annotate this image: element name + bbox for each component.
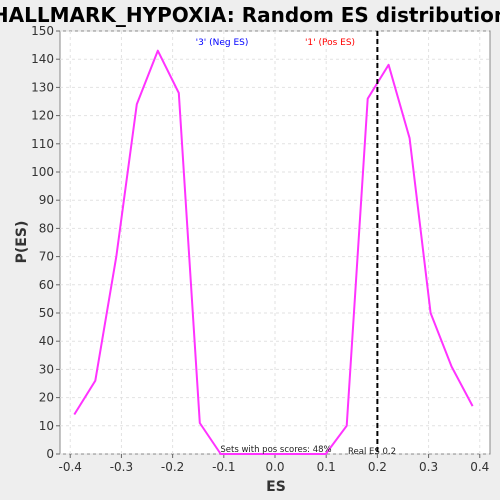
es-distribution-line xyxy=(73,49,474,455)
neg-es-label: '3' (Neg ES) xyxy=(196,38,249,48)
y-tick-label: 90 xyxy=(39,193,54,207)
x-tick-label: 0.4 xyxy=(470,460,489,474)
x-tick-label: -0.2 xyxy=(161,460,184,474)
x-tick-label: -0.3 xyxy=(110,460,133,474)
y-tick-label: 150 xyxy=(31,24,54,38)
y-tick-label: 110 xyxy=(31,137,54,151)
y-axis-label: P(ES) xyxy=(14,221,30,264)
y-tick-label: 80 xyxy=(39,221,54,235)
y-tick-label: 140 xyxy=(31,52,54,66)
y-tick-label: 10 xyxy=(39,419,54,433)
x-tick-label: 0.0 xyxy=(265,460,284,474)
x-tick-label: 0.1 xyxy=(317,460,336,474)
pos-scores-annotation: Sets with pos scores: 48% xyxy=(220,445,331,455)
x-tick-label: 0.2 xyxy=(368,460,387,474)
x-axis-label: ES xyxy=(266,479,286,495)
y-tick-label: 50 xyxy=(39,306,54,320)
y-tick-label: 100 xyxy=(31,165,54,179)
x-tick-label: 0.3 xyxy=(419,460,438,474)
y-tick-label: 130 xyxy=(31,80,54,94)
y-tick-label: 70 xyxy=(39,250,54,264)
x-tick-label: -0.1 xyxy=(212,460,235,474)
y-tick-label: 60 xyxy=(39,278,54,292)
y-tick-label: 20 xyxy=(39,391,54,405)
pos-es-label: '1' (Pos ES) xyxy=(305,38,355,48)
annotations: '3' (Neg ES) '1' (Pos ES) Sets with pos … xyxy=(196,38,396,457)
chart-title: HALLMARK_HYPOXIA: Random ES distribution xyxy=(0,3,500,27)
y-tick-label: 120 xyxy=(31,109,54,123)
y-tick-label: 0 xyxy=(46,447,54,461)
series-layer xyxy=(73,31,474,455)
real-es-annotation: Real ES 0.2 xyxy=(348,447,396,457)
y-tick-label: 30 xyxy=(39,362,54,376)
y-tick-label: 40 xyxy=(39,334,54,348)
x-tick-label: -0.4 xyxy=(59,460,82,474)
axes: -0.4 -0.3 -0.2 -0.1 0.0 0.1 0.2 0.3 0.4 0 10 20 30 40… xyxy=(31,24,489,474)
